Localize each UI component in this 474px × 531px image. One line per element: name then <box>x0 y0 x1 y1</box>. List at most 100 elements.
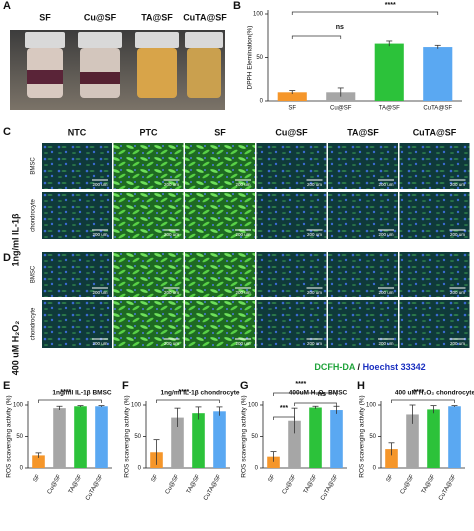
panel-label: A <box>3 0 11 12</box>
significance-bracket <box>156 399 220 403</box>
bar <box>288 420 301 468</box>
x-tick-label: TA@SF <box>68 474 84 495</box>
bar <box>32 455 45 468</box>
scale-bar-label: 200 um <box>164 232 179 237</box>
stain-legend: DCFH-DA / Hoechst 33342 <box>314 362 425 372</box>
scale-bar-label: 200 um <box>235 341 250 346</box>
micrograph <box>113 300 184 348</box>
significance-bracket <box>273 392 337 396</box>
micrograph <box>256 143 327 189</box>
x-tick-label: TA@SF <box>379 106 400 112</box>
x-tick-label: Cu@SF <box>330 106 352 112</box>
x-tick-label: TA@SF <box>186 474 202 495</box>
scale-bar-label: 200 um <box>92 290 107 295</box>
panel-label: D <box>3 252 11 264</box>
micrograph <box>42 300 112 348</box>
significance-label: **** <box>60 389 71 396</box>
bar <box>423 47 453 101</box>
bar <box>267 456 280 468</box>
y-tick-label: 0 <box>260 99 264 105</box>
x-tick-label: TA@SF <box>421 474 437 495</box>
y-axis-label: ROS scavenging activity (%) <box>124 395 131 477</box>
scale-bar-label: 200 um <box>164 290 179 295</box>
micrograph <box>256 192 327 239</box>
vial-label: SF <box>39 12 51 22</box>
panel-label: C <box>3 126 11 138</box>
y-axis-label: ROS scavenging activity (%) <box>6 395 13 477</box>
x-tick-label: SF <box>33 474 42 484</box>
micrograph <box>399 252 470 297</box>
scale-bar-label: 200 um <box>92 232 107 237</box>
significance-bracket <box>291 35 342 39</box>
micrograph <box>113 143 184 189</box>
y-axis-label: ROS scavenging activity (%) <box>359 395 366 477</box>
scale-bar-label: 200 um <box>235 290 250 295</box>
y-tick-label: 50 <box>16 434 23 440</box>
micrograph <box>328 143 398 189</box>
micrograph <box>328 192 398 239</box>
significance-label: ns <box>336 24 344 31</box>
y-axis-label: DPPH Elemination(%) <box>247 26 254 90</box>
panel-label: G <box>240 380 249 392</box>
bar <box>53 408 66 468</box>
bar <box>171 417 184 468</box>
y-tick-label: 100 <box>253 12 264 18</box>
significance-label: ns <box>318 391 326 398</box>
micrograph <box>256 252 327 297</box>
x-tick-label: Cu@SF <box>47 474 63 496</box>
cell-type: BMSC <box>31 265 37 283</box>
micrograph <box>399 143 470 189</box>
column-header: TA@SF <box>347 127 379 137</box>
panel-label: B <box>233 0 241 12</box>
bar <box>385 449 398 468</box>
chart-title: 400 uM H₂O₂ chondrocyte <box>395 390 474 397</box>
scale-bar-label: 200 um <box>92 341 107 346</box>
scale-bar-label: 200 um <box>307 232 322 237</box>
micrograph <box>42 252 112 297</box>
cell-type: chondrocyte <box>31 307 37 340</box>
y-tick-label: 0 <box>138 466 142 472</box>
significance-label: *** <box>280 405 288 412</box>
y-tick-label: 0 <box>20 466 24 472</box>
scale-bar-label: 200 um <box>450 232 465 237</box>
column-header: CuTA@SF <box>413 127 457 137</box>
cell-type: BMSC <box>31 157 37 175</box>
vial-label: CuTA@SF <box>183 12 227 22</box>
panel-label: H <box>357 380 365 392</box>
column-header: PTC <box>140 127 159 137</box>
micrograph <box>185 252 255 297</box>
column-header: Cu@SF <box>275 127 308 137</box>
bar <box>309 407 322 468</box>
y-tick-label: 100 <box>13 403 24 409</box>
stain: Hoechst 33342 <box>363 362 426 372</box>
scale-bar-label: 200 um <box>450 290 465 295</box>
scale-bar-label: 200 um <box>307 182 322 187</box>
scale-bar-label: 200 um <box>307 290 322 295</box>
x-tick-label: CuTA@SF <box>423 106 452 112</box>
micrograph <box>185 192 255 239</box>
y-tick-label: 50 <box>134 434 141 440</box>
x-tick-label: Cu@SF <box>400 474 416 496</box>
micrograph <box>328 252 398 297</box>
micrograph <box>185 300 255 348</box>
condition-label: 400 uM H₂O₂ <box>10 321 20 376</box>
stain: DCFH-DA <box>314 362 355 372</box>
micrograph <box>42 143 112 189</box>
scale-bar-label: 200 um <box>378 341 393 346</box>
significance-bracket <box>291 11 439 15</box>
y-tick-label: 50 <box>251 434 258 440</box>
x-tick-label: CuTA@SF <box>320 474 340 502</box>
x-tick-label: CuTA@SF <box>203 474 223 502</box>
x-tick-label: SF <box>386 474 395 484</box>
y-tick-label: 0 <box>373 466 377 472</box>
micrograph <box>113 252 184 297</box>
x-tick-label: SF <box>268 474 277 484</box>
micrograph <box>328 300 398 348</box>
y-tick-label: 50 <box>369 434 376 440</box>
micrograph <box>399 192 470 239</box>
significance-label: **** <box>178 389 189 396</box>
bar <box>427 409 440 468</box>
bar <box>448 406 461 468</box>
bar <box>330 410 343 468</box>
